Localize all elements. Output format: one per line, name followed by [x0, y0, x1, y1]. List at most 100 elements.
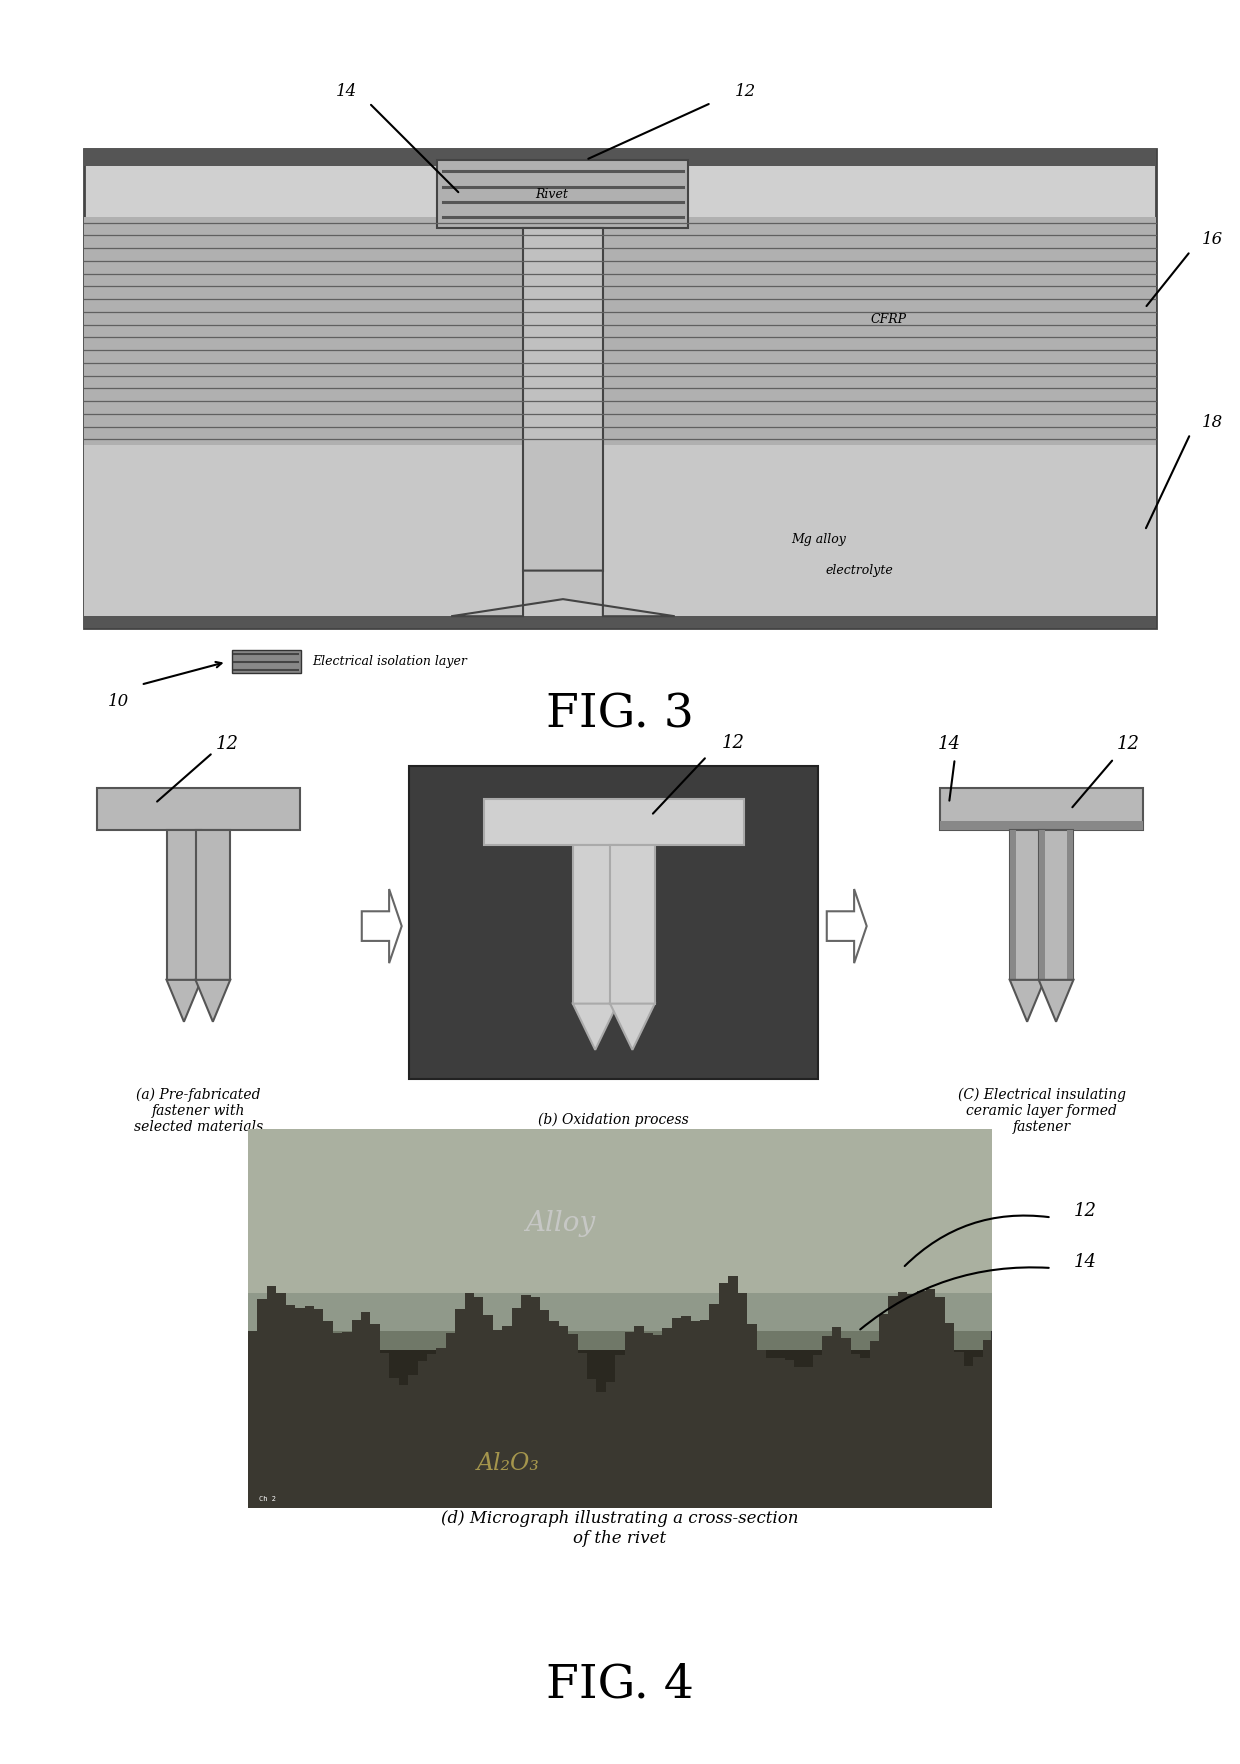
Bar: [940, 789, 1143, 831]
Bar: [436, 1348, 445, 1508]
Bar: [587, 1379, 596, 1508]
Text: 16: 16: [1202, 231, 1223, 249]
Bar: [672, 1318, 681, 1508]
Bar: [1009, 831, 1016, 979]
Text: 12: 12: [216, 734, 239, 753]
Bar: [644, 1334, 653, 1508]
Bar: [427, 1355, 436, 1508]
Text: FIG. 4: FIG. 4: [546, 1662, 694, 1708]
Bar: [573, 845, 618, 1004]
Bar: [662, 1328, 672, 1508]
Text: 10: 10: [108, 693, 129, 711]
Bar: [578, 1353, 587, 1508]
Bar: [1039, 831, 1045, 979]
Bar: [531, 1297, 539, 1508]
Bar: [399, 1385, 408, 1508]
Bar: [728, 1275, 738, 1508]
Bar: [879, 1314, 888, 1508]
Bar: [719, 1282, 728, 1508]
Bar: [748, 1325, 756, 1508]
Bar: [248, 1349, 992, 1508]
Bar: [379, 1353, 389, 1508]
Polygon shape: [451, 570, 675, 616]
Bar: [701, 1319, 709, 1508]
Bar: [248, 1332, 258, 1508]
Text: electrolyte: electrolyte: [826, 564, 893, 577]
Text: Al₂O₃: Al₂O₃: [477, 1452, 539, 1475]
Text: 12: 12: [1074, 1201, 1097, 1221]
Bar: [916, 1291, 926, 1508]
Bar: [295, 1309, 305, 1508]
Bar: [549, 1321, 559, 1508]
Bar: [418, 1362, 427, 1508]
Bar: [521, 1295, 531, 1508]
Text: FIG. 3: FIG. 3: [546, 691, 694, 737]
Bar: [841, 1337, 851, 1508]
Bar: [940, 820, 1143, 831]
Bar: [84, 445, 1156, 616]
Bar: [832, 1328, 841, 1508]
Bar: [559, 1327, 568, 1508]
Bar: [1039, 831, 1074, 979]
Bar: [389, 1378, 399, 1508]
Text: 14: 14: [937, 734, 961, 753]
Bar: [474, 1297, 484, 1508]
Bar: [861, 1358, 869, 1508]
Polygon shape: [1009, 979, 1044, 1021]
Bar: [324, 1321, 332, 1508]
Bar: [795, 1367, 804, 1508]
Text: (d) Micrograph illustrating a cross-section
of the rivet: (d) Micrograph illustrating a cross-sect…: [441, 1510, 799, 1547]
Polygon shape: [362, 889, 402, 963]
Bar: [596, 1392, 606, 1508]
Bar: [804, 1367, 813, 1508]
Bar: [523, 228, 603, 570]
Bar: [653, 1335, 662, 1508]
Bar: [84, 148, 1156, 628]
Bar: [955, 1351, 963, 1508]
Bar: [342, 1332, 352, 1508]
Bar: [484, 1316, 492, 1508]
Bar: [813, 1355, 822, 1508]
Bar: [512, 1309, 521, 1508]
Bar: [258, 1300, 267, 1508]
Bar: [709, 1304, 719, 1508]
Bar: [785, 1360, 795, 1508]
Bar: [691, 1321, 701, 1508]
Text: 12: 12: [735, 83, 756, 101]
Bar: [502, 1327, 512, 1508]
Bar: [277, 1293, 285, 1508]
Bar: [438, 161, 688, 228]
Bar: [285, 1305, 295, 1508]
Bar: [926, 1288, 935, 1508]
Polygon shape: [573, 1004, 618, 1050]
Text: (a) Pre-fabricated
fastener with
selected materials: (a) Pre-fabricated fastener with selecte…: [134, 1088, 263, 1134]
Bar: [248, 1129, 992, 1293]
Bar: [973, 1357, 982, 1508]
Bar: [84, 148, 1156, 166]
Text: 18: 18: [1202, 415, 1223, 430]
Bar: [248, 1129, 992, 1332]
Bar: [681, 1316, 691, 1508]
Polygon shape: [1039, 979, 1074, 1021]
Bar: [84, 616, 1156, 628]
Bar: [196, 831, 231, 979]
Bar: [484, 799, 744, 845]
Text: 14: 14: [1074, 1252, 1097, 1270]
Bar: [822, 1335, 832, 1508]
Bar: [775, 1358, 785, 1508]
Bar: [1068, 831, 1074, 979]
Bar: [267, 1286, 277, 1508]
Bar: [408, 1374, 418, 1508]
Text: 14: 14: [336, 83, 357, 101]
Text: (C) Electrical insulating
ceramic layer formed
fastener: (C) Electrical insulating ceramic layer …: [957, 1088, 1126, 1134]
Polygon shape: [610, 1004, 655, 1050]
Bar: [982, 1341, 992, 1508]
Polygon shape: [196, 979, 231, 1021]
Bar: [615, 1355, 625, 1508]
Text: 12: 12: [722, 734, 744, 751]
Text: Electrical isolation layer: Electrical isolation layer: [312, 656, 466, 669]
Bar: [963, 1365, 973, 1508]
Bar: [756, 1349, 766, 1508]
Bar: [738, 1293, 748, 1508]
Bar: [332, 1334, 342, 1508]
